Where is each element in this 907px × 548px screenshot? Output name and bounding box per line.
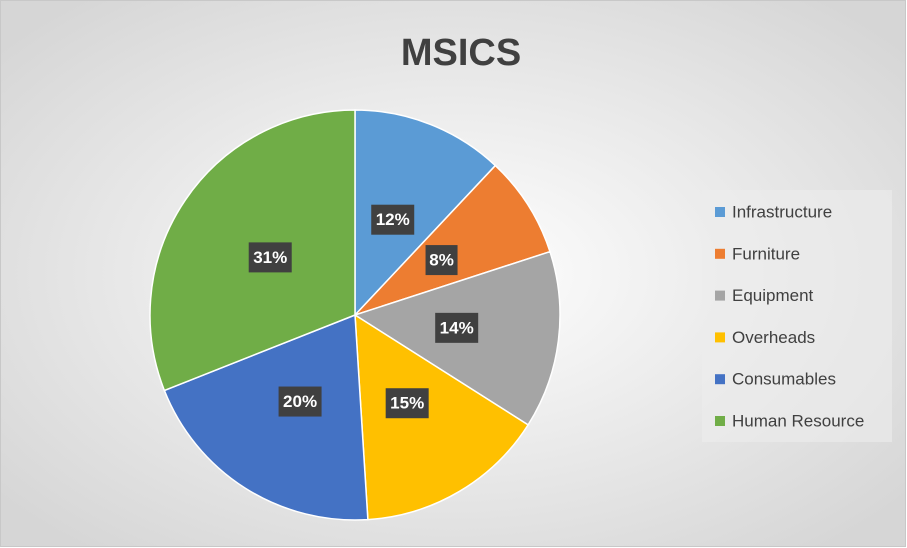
data-label-box — [425, 245, 458, 276]
data-label-box — [371, 204, 415, 235]
pie-slice — [354, 164, 551, 316]
legend-box — [702, 190, 892, 442]
legend-swatch — [715, 290, 725, 301]
legend-swatch — [715, 207, 725, 217]
legend-label: Infrastructure — [732, 202, 832, 221]
chart-title: MSICS — [401, 32, 521, 74]
data-label-box — [385, 388, 429, 419]
data-label-box — [278, 386, 322, 417]
data-label: 15% — [390, 394, 424, 413]
legend-swatch — [715, 332, 725, 343]
pie-slice — [163, 313, 369, 521]
legend-label: Human Resource — [732, 411, 864, 430]
data-label: 20% — [283, 392, 317, 411]
legend-label: Furniture — [732, 244, 800, 263]
data-label-box — [248, 242, 292, 273]
data-label: 31% — [253, 248, 287, 267]
legend-swatch — [715, 416, 725, 426]
pie-slice — [354, 109, 497, 317]
legend-label: Equipment — [732, 286, 814, 305]
legend-label: Overheads — [732, 328, 815, 347]
data-label: 8% — [429, 251, 454, 270]
legend-swatch — [715, 374, 725, 385]
legend-label: Consumables — [732, 370, 836, 389]
data-label: 12% — [376, 210, 410, 229]
legend-swatch — [715, 248, 725, 259]
pie-slice — [354, 313, 530, 521]
data-label-box — [435, 312, 479, 343]
data-label: 14% — [440, 318, 474, 337]
